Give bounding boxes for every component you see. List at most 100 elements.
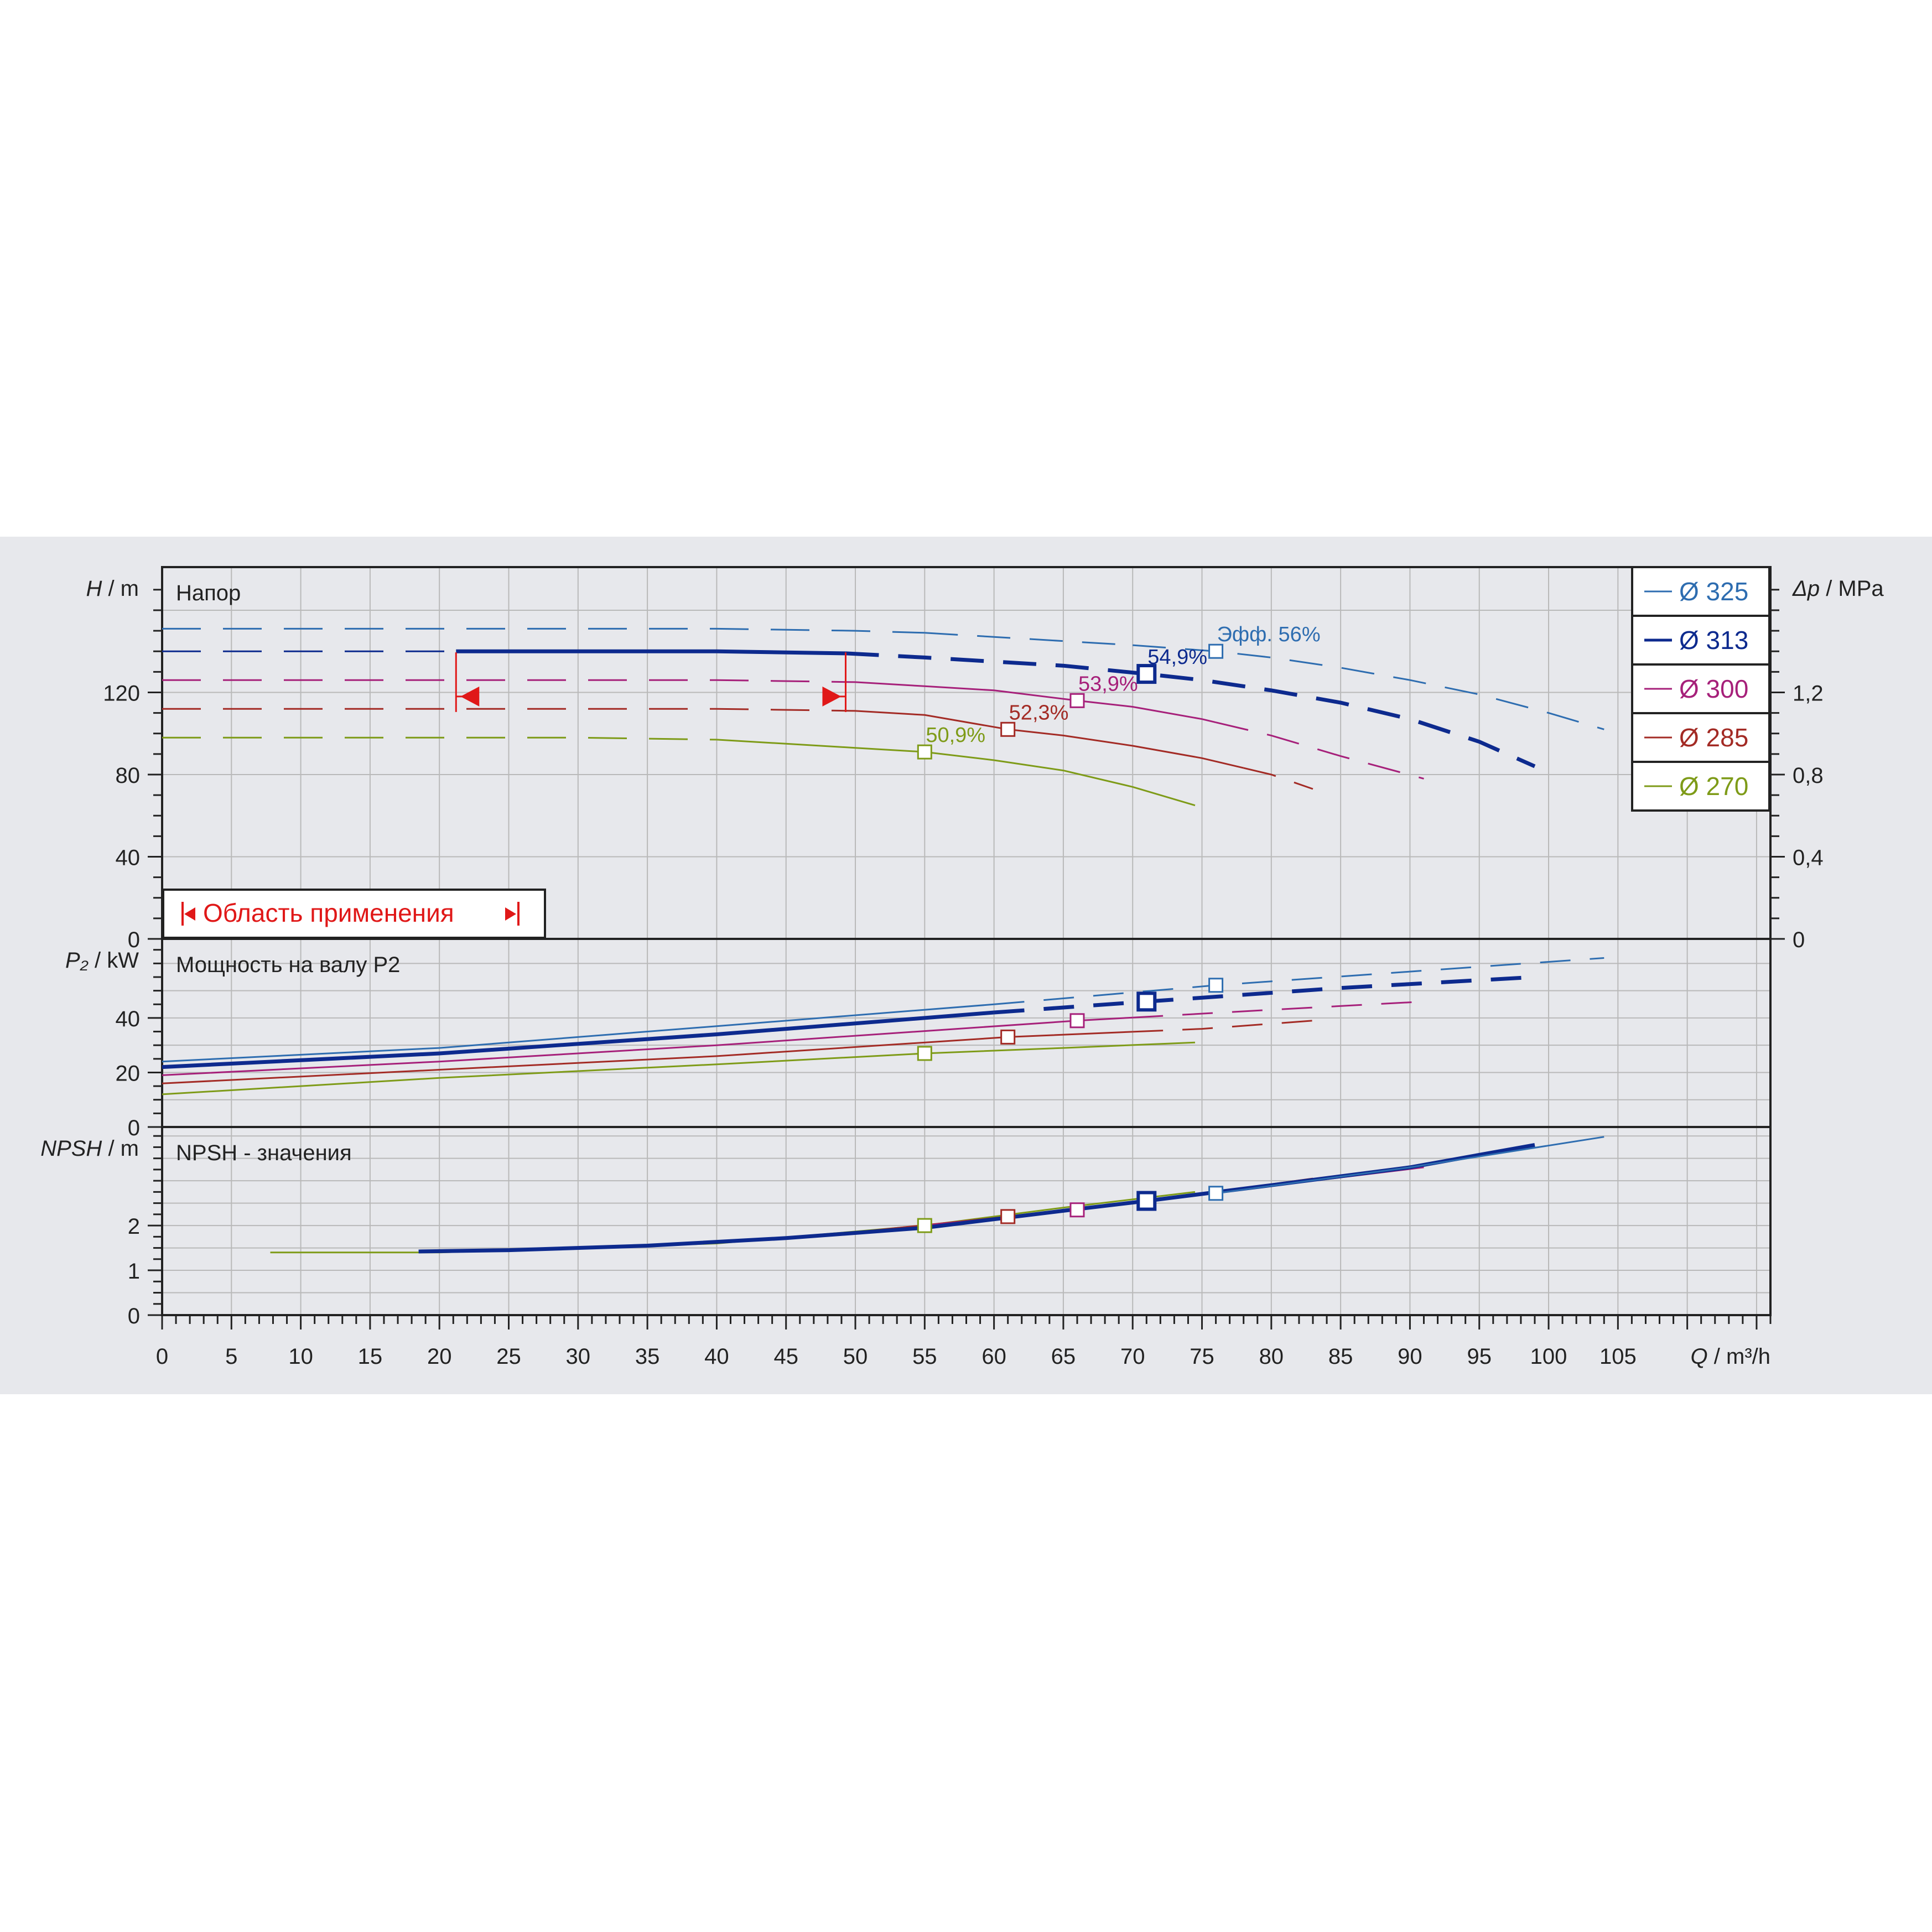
power-curve-d313-dashed	[994, 975, 1535, 1015]
panel-title: NPSH - значения	[176, 1141, 352, 1165]
y2-axis-symbol: Δp	[1792, 577, 1820, 601]
x-tick-label: 40	[704, 1344, 729, 1369]
efficiency-value: 53,9%	[1078, 672, 1138, 695]
efficiency-value: 50,9%	[926, 724, 985, 747]
head-curve-d285-dashed-left	[162, 708, 856, 712]
y-tick-label: 20	[116, 1061, 141, 1086]
npsh-curve-d325	[1216, 1136, 1604, 1194]
y-tick-label: 0	[128, 928, 140, 952]
application-area-label: Область применения	[203, 899, 454, 927]
y-tick-label: 2	[128, 1214, 140, 1239]
y2-tick-label: 1,2	[1793, 681, 1824, 705]
efficiency-label-d300: 53,9%	[1078, 672, 1138, 695]
legend-label-d285: Ø 285	[1679, 723, 1748, 752]
x-tick-label: 45	[773, 1344, 798, 1369]
efficiency-value: 56%	[1279, 623, 1321, 646]
power-curve-d325	[162, 1003, 994, 1063]
x-tick-label: 20	[427, 1344, 452, 1369]
x-tick-label: 85	[1328, 1344, 1353, 1369]
y-axis-unit: / m	[102, 577, 139, 601]
x-tick-label: 100	[1530, 1344, 1567, 1369]
panel-title: Напор	[176, 581, 241, 605]
panel-title: Мощность на валу P2	[176, 953, 400, 977]
head-curve-d300-dashed-right	[1216, 721, 1424, 780]
y-axis-symbol: H	[86, 577, 102, 601]
bep-marker-d270	[917, 744, 932, 760]
x-tick-label: 75	[1190, 1344, 1214, 1369]
x-axis-label: Q / m³/h	[1691, 1344, 1770, 1369]
x-tick-label: 35	[635, 1344, 660, 1369]
grid-lines	[162, 567, 1770, 1315]
head-curve-d270-dashed-left	[162, 736, 717, 741]
axis-ticks	[148, 589, 1785, 1329]
x-tick-label: 60	[981, 1344, 1006, 1369]
application-area-right-arrow-icon	[822, 686, 842, 707]
bep-marker-d325	[1208, 643, 1224, 659]
efficiency-label-d313: 54,9%	[1147, 646, 1207, 669]
legend-label-d300: Ø 300	[1679, 674, 1748, 703]
y2-tick-label: 0	[1793, 928, 1805, 952]
head-curve-d285-dashed-right	[1243, 767, 1313, 790]
y-tick-label: 1	[128, 1259, 140, 1284]
head-curve-d300-dashed-left	[162, 679, 856, 683]
legend-label-d270: Ø 270	[1679, 772, 1748, 801]
power-curve-d285-dashed	[1133, 1020, 1313, 1033]
power-curve-d313	[162, 1010, 994, 1069]
annotations: Область применения	[162, 652, 846, 939]
bep-marker-d325	[1208, 1186, 1224, 1201]
bep-marker-d325	[1208, 978, 1224, 993]
power-curve-d270	[162, 1041, 1196, 1095]
power-curve-d300	[162, 1016, 1133, 1076]
x-axis-unit: / m³/h	[1708, 1344, 1770, 1369]
head-curve-d270-main	[716, 739, 1196, 807]
head-curve-d313-dashed-right	[845, 651, 1536, 768]
x-tick-label: 95	[1467, 1344, 1492, 1369]
legend-label-d325: Ø 325	[1679, 577, 1748, 606]
y2-axis-unit: / MPa	[1820, 577, 1884, 601]
x-tick-label: 70	[1120, 1344, 1145, 1369]
y-tick-label: 0	[128, 1116, 140, 1140]
x-tick-label: 50	[843, 1344, 868, 1369]
y-axis-symbol: NPSH	[40, 1136, 102, 1161]
bep-marker-d313	[1136, 664, 1157, 684]
bep-marker-d313	[1136, 991, 1157, 1012]
legend-label-d313: Ø 313	[1679, 626, 1748, 655]
efficiency-label-d285: 52,3%	[1009, 701, 1069, 724]
bep-marker-d313	[1136, 1191, 1157, 1211]
head-curve-d285-main	[855, 710, 1244, 769]
application-area-left-arrow-icon	[460, 686, 480, 707]
y2-axis-label: Δp / MPa	[1792, 577, 1884, 601]
y-axis-label: P₂ / kW	[65, 948, 139, 973]
bep-marker-d300	[1069, 1013, 1085, 1029]
power-curve-d325-dashed	[994, 957, 1604, 1005]
x-tick-label: 90	[1398, 1344, 1422, 1369]
bep-marker-d300	[1069, 693, 1085, 708]
y2-tick-label: 0,4	[1793, 845, 1824, 870]
y-tick-label: 40	[116, 845, 141, 870]
bep-marker-d285	[1000, 1209, 1016, 1224]
y-axis-label: H / m	[86, 577, 139, 601]
x-tick-label: 25	[496, 1344, 521, 1369]
x-tick-label: 30	[566, 1344, 591, 1369]
bep-marker-d285	[1000, 1029, 1016, 1045]
bep-marker-d285	[1000, 721, 1016, 737]
y-axis-unit: / kW	[89, 948, 139, 973]
application-area-legend-right-arrow-icon	[505, 907, 516, 921]
head-curve-d325-dashed-left	[162, 627, 925, 634]
y-tick-label: 40	[116, 1007, 141, 1031]
efficiency-value: 52,3%	[1009, 701, 1069, 724]
y-tick-label: 80	[116, 764, 141, 788]
x-tick-label: 105	[1599, 1344, 1637, 1369]
x-tick-label: 0	[156, 1344, 168, 1369]
efficiency-label-d270: 50,9%	[926, 724, 985, 747]
efficiency-prefix: Эфф.	[1217, 623, 1279, 646]
power-curve-d285	[162, 1031, 1133, 1084]
y-tick-label: 0	[128, 1304, 140, 1328]
x-tick-label: 80	[1259, 1344, 1284, 1369]
x-tick-label: 15	[358, 1344, 383, 1369]
x-axis-symbol: Q	[1691, 1344, 1708, 1369]
legend: Ø 325 Ø 313 Ø 300 Ø 285 Ø 270	[1631, 566, 1770, 812]
